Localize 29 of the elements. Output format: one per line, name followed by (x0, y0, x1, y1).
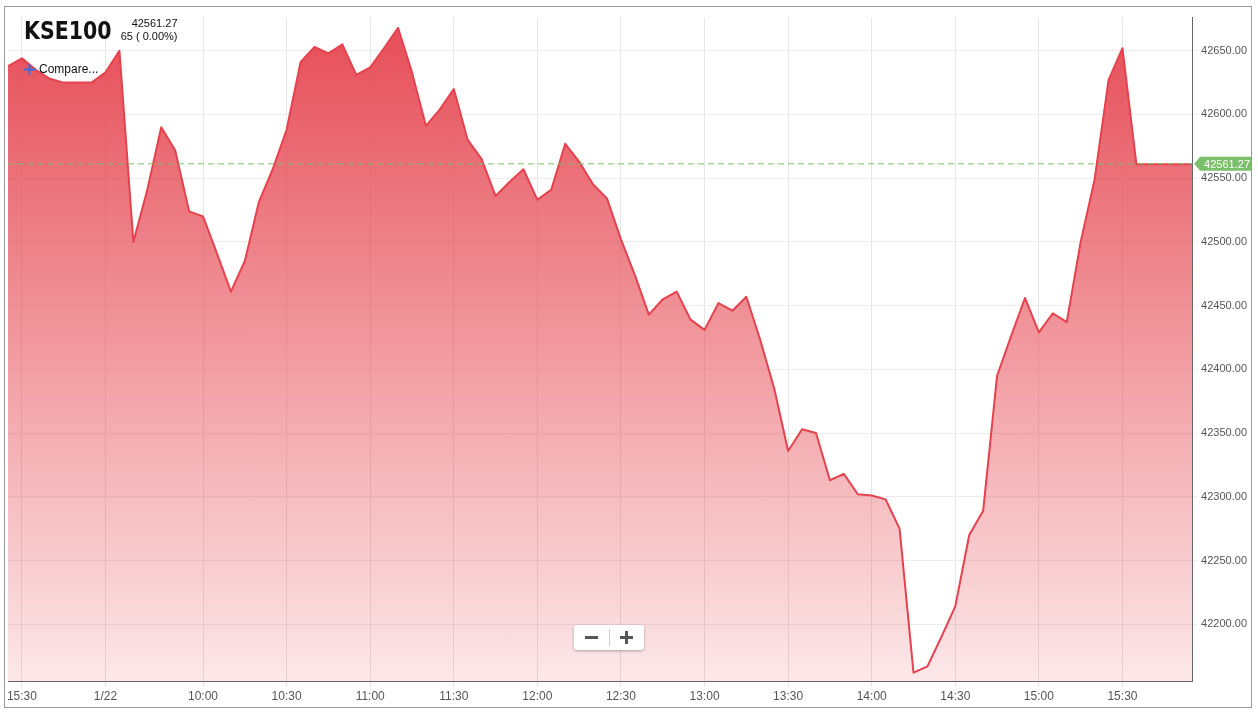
y-tick-label: 42350.00 (1201, 426, 1248, 439)
y-tick-label: 42250.00 (1201, 553, 1248, 566)
x-tick-label: 12:00 (522, 689, 553, 704)
y-tick-label: 42200.00 (1201, 617, 1248, 630)
x-tick-label: 11:30 (439, 689, 469, 704)
x-tick-label: 15:30 (6, 689, 38, 704)
x-tick-label: 1/22 (93, 689, 118, 704)
annotation: Compare... (39, 62, 99, 76)
x-tick-label: 11:00 (355, 689, 386, 704)
x-tick-label: 10:30 (271, 689, 302, 704)
x-tick-label: 10:00 (188, 689, 219, 704)
x-tick-label: 12:30 (605, 689, 637, 704)
x-tick-label: 13:00 (689, 689, 720, 704)
x-tick-label: 13:30 (773, 689, 804, 704)
y-tick-label: 42400.00 (1201, 362, 1248, 375)
y-tick-label: 42600.00 (1201, 107, 1248, 120)
annotation: 42561.27 (130, 17, 178, 30)
x-tick-label: 14:00 (856, 689, 888, 704)
x-tick-label: 14:30 (940, 689, 971, 704)
ref-line-label: 42561.27 (1204, 157, 1251, 170)
annotation: 65 ( 0.00%) (120, 30, 178, 43)
y-tick-label: 42300.00 (1201, 489, 1248, 502)
y-tick-label: 42650.00 (1201, 43, 1248, 56)
y-tick-label: 42500.00 (1201, 234, 1248, 247)
x-tick-label: 15:30 (1107, 689, 1138, 704)
chart-title: KSE100 (24, 16, 112, 45)
y-tick-label: 42550.00 (1201, 171, 1248, 184)
y-tick-label: 42450.00 (1201, 298, 1248, 311)
x-tick-label: 15:00 (1023, 689, 1055, 704)
